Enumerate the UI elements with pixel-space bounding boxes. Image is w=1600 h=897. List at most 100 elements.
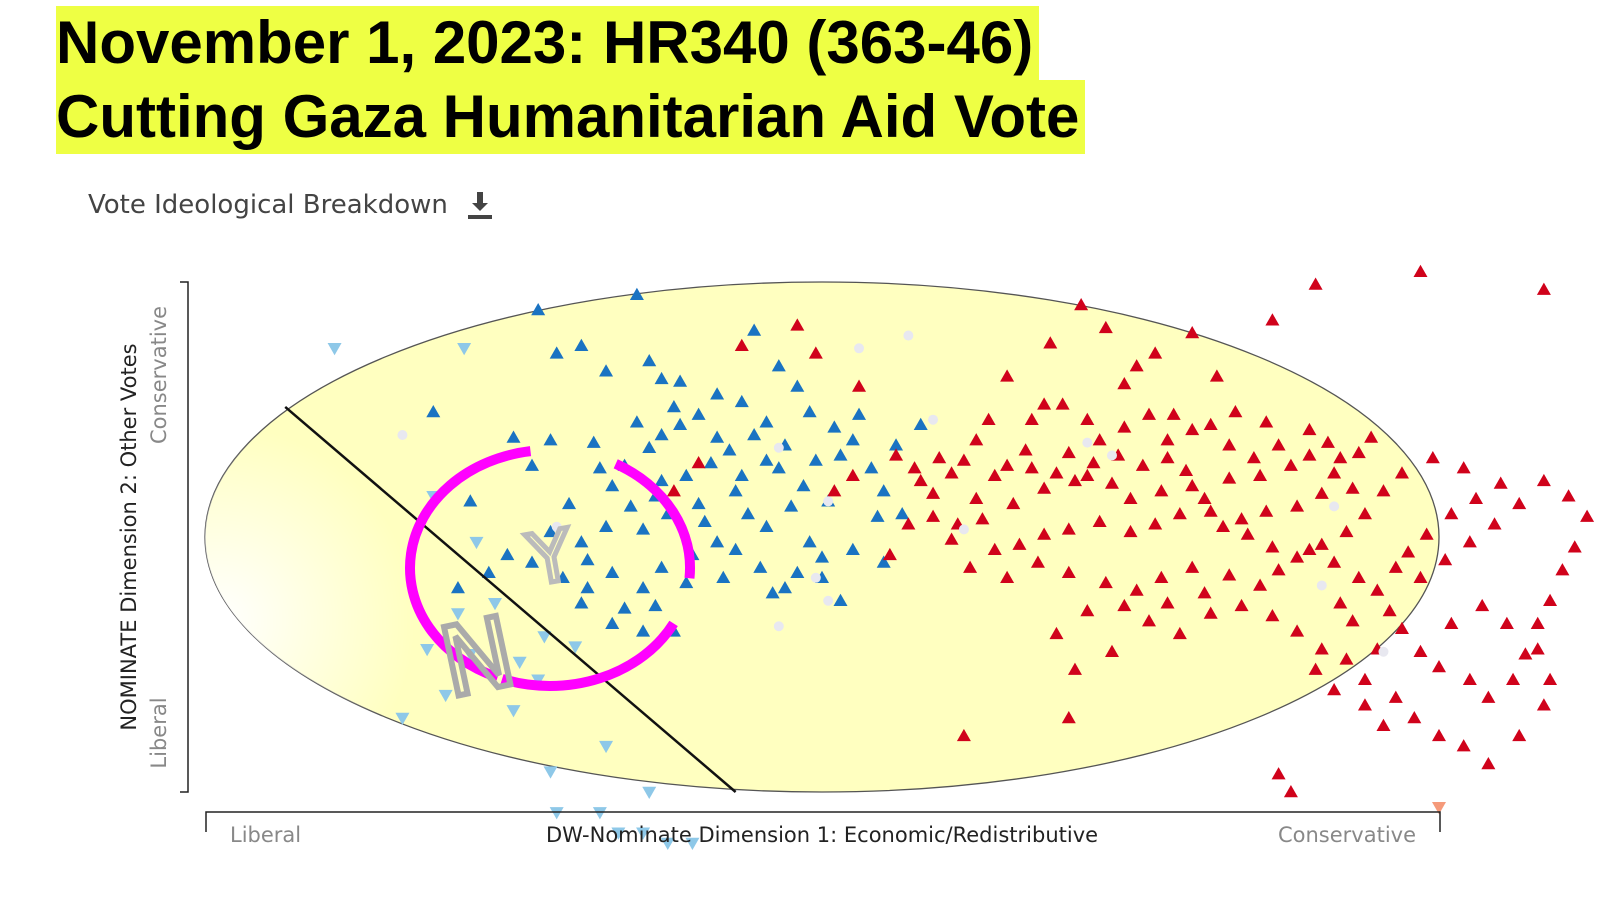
rep-yea-point: [1530, 642, 1545, 655]
rep-yea-point: [1314, 537, 1329, 550]
rep-yea-point: [1481, 690, 1496, 703]
rep-yea-point: [1543, 672, 1558, 686]
dem-yea-point: [790, 565, 805, 578]
rep-yea-point: [1462, 672, 1477, 686]
rep-yea-point: [1518, 647, 1533, 660]
dem-nay-point: [599, 740, 614, 754]
rep-yea-point: [1357, 698, 1372, 711]
rep-yea-point: [1444, 616, 1459, 629]
dem-yea-point: [636, 581, 651, 594]
rep-yea-point: [1512, 728, 1527, 742]
rep-yea-point: [926, 486, 941, 499]
dem-nay-point: [327, 343, 342, 356]
rep-yea-point: [1240, 527, 1255, 540]
dem-nay-point: [395, 712, 410, 726]
dem-nay-point: [549, 807, 564, 820]
rep-yea-point: [1271, 438, 1286, 451]
rep-yea-point: [1456, 461, 1471, 474]
dem-yea-point: [481, 565, 496, 578]
rep-yea-point: [1376, 718, 1391, 731]
abstain-point: [854, 343, 865, 354]
dem-yea-point: [636, 522, 651, 535]
rep-yea-point: [1487, 517, 1502, 530]
rep-yea-point: [969, 433, 984, 446]
dem-yea-point: [549, 346, 564, 359]
rep-yea-point: [1290, 499, 1305, 512]
x-axis-high-label: Conservative: [1278, 823, 1416, 847]
rep-yea-point: [1512, 496, 1527, 510]
dem-yea-point: [450, 581, 465, 594]
rep-yea-point: [1314, 486, 1329, 499]
rep-yea-point: [1049, 466, 1064, 479]
dem-nay-point: [543, 766, 558, 779]
headline: November 1, 2023: HR340 (363-46) Cutting…: [56, 6, 1086, 154]
rep-yea-point: [1536, 698, 1551, 711]
dem-nay-point: [463, 649, 478, 662]
rep-yea-point: [1142, 407, 1157, 420]
dem-yea-point: [759, 453, 774, 466]
dem-yea-point: [765, 586, 780, 599]
rep-yea-point: [1432, 660, 1446, 673]
rep-yea-point: [1265, 540, 1280, 553]
rep-yea-point: [1030, 555, 1045, 568]
dem-yea-point: [654, 371, 669, 385]
rep-yea-point: [1413, 264, 1428, 278]
rep-yea-point: [1351, 570, 1366, 584]
abstain-point: [823, 595, 834, 606]
rep-yea-point: [1357, 507, 1372, 520]
rep-yea-point: [1000, 570, 1015, 584]
rep-yea-point: [1067, 473, 1082, 487]
rep-yea-point: [1290, 624, 1305, 637]
dem-yea-point: [771, 359, 786, 372]
rep-yea-point: [1203, 504, 1218, 517]
dem-yea-point: [691, 407, 706, 420]
abstain-point: [903, 330, 914, 341]
rep-yea-point: [808, 346, 823, 359]
dem-yea-point: [636, 624, 651, 637]
dem-yea-point: [673, 374, 688, 387]
rep-yea-point: [1104, 644, 1119, 657]
rep-yea-point: [1203, 417, 1218, 431]
rep-yea-point: [1271, 767, 1286, 780]
rep-yea-point: [1401, 545, 1416, 558]
rep-yea-point: [1037, 481, 1052, 494]
dem-yea-point: [876, 555, 891, 568]
rep-yea-point: [1074, 297, 1089, 311]
dem-yea-point: [759, 415, 774, 428]
rep-yea-point: [1265, 609, 1280, 622]
rep-yea-point: [1234, 512, 1249, 525]
vote-markers: [327, 264, 1595, 850]
rep-yea-point: [1228, 405, 1243, 418]
rep-yea-point: [987, 468, 1002, 482]
dem-yea-point: [895, 507, 910, 520]
rep-yea-point: [1000, 458, 1015, 471]
rep-yea-point: [1394, 621, 1409, 635]
rep-yea-point: [1172, 626, 1187, 640]
dem-yea-point: [747, 428, 762, 441]
rep-yea-point: [1129, 359, 1144, 372]
dem-yea-point: [506, 430, 521, 443]
dem-yea-point: [845, 542, 860, 555]
rep-yea-point: [1203, 606, 1218, 619]
y-axis-bracket: [180, 281, 189, 793]
rep-yea-point: [1055, 397, 1070, 410]
rep-yea-point: [1024, 412, 1039, 425]
rep-yea-point: [1543, 593, 1558, 606]
dem-yea-point: [833, 593, 848, 606]
dem-yea-point: [876, 484, 891, 497]
rep-yea-point: [1394, 466, 1409, 479]
dem-yea-point: [728, 484, 743, 497]
dem-yea-point: [574, 535, 589, 548]
dem-yea-point: [759, 519, 774, 533]
rep-yea-point: [1006, 496, 1021, 510]
y-axis-low-label: Liberal: [147, 697, 171, 768]
download-icon[interactable]: [466, 190, 494, 220]
chart-header: Vote Ideological Breakdown: [88, 190, 494, 220]
rep-yea-point: [1012, 537, 1027, 550]
rep-yea-point: [1302, 542, 1317, 555]
dem-yea-point: [691, 496, 706, 510]
dem-yea-point: [654, 560, 669, 573]
rep-yea-point: [1339, 524, 1354, 538]
rep-yea-point: [1327, 683, 1342, 696]
headline-line-2: Cutting Gaza Humanitarian Aid Vote: [56, 80, 1086, 154]
